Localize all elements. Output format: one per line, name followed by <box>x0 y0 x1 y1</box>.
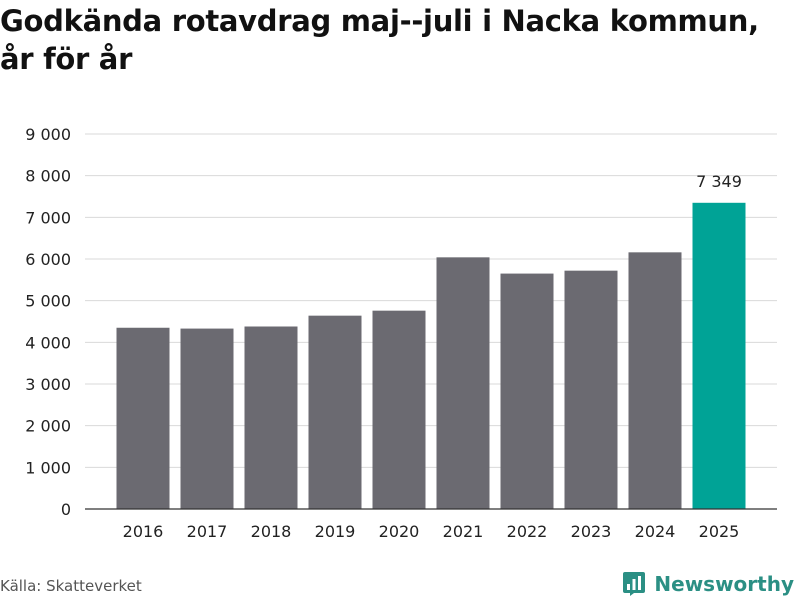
bar-2019 <box>308 315 362 509</box>
y-tick-label: 8 000 <box>25 167 71 186</box>
x-tick-label: 2018 <box>251 522 292 541</box>
y-tick-label: 7 000 <box>25 208 71 227</box>
x-tick-label: 2024 <box>635 522 676 541</box>
bar-2025 <box>692 202 746 509</box>
x-tick-label: 2020 <box>379 522 420 541</box>
y-tick-label: 0 <box>61 500 71 519</box>
x-tick-label: 2023 <box>571 522 612 541</box>
x-tick-label: 2025 <box>699 522 740 541</box>
bar-chart: 0 1 000 2 000 3 000 4 000 5 000 6 000 7 000 8 00… <box>25 125 777 541</box>
bar-2017 <box>180 328 234 509</box>
bar-2020 <box>372 310 426 509</box>
bar-2021 <box>436 257 490 509</box>
x-tick-label: 2021 <box>443 522 484 541</box>
y-tick-label: 5 000 <box>25 292 71 311</box>
bar-2023 <box>564 270 618 509</box>
y-tick-label: 4 000 <box>25 333 71 352</box>
x-tick-label: 2016 <box>123 522 164 541</box>
bar-2022 <box>500 273 554 509</box>
y-tick-label: 3 000 <box>25 375 71 394</box>
x-tick-label: 2022 <box>507 522 548 541</box>
chart-title-line-2: år för år <box>0 42 133 76</box>
bar-2024 <box>628 252 682 510</box>
y-tick-label: 1 000 <box>25 458 71 477</box>
x-tick-label: 2019 <box>315 522 356 541</box>
y-tick-label: 9 000 <box>25 125 71 144</box>
chart-title-line-1: Godkända rotavdrag maj--juli i Nacka kom… <box>0 4 759 38</box>
y-tick-label: 2 000 <box>25 417 71 436</box>
newsworthy-logo-icon <box>623 572 646 596</box>
brand-name: Newsworthy <box>654 572 794 596</box>
bar-2016 <box>116 327 170 509</box>
bar-2018 <box>244 326 298 509</box>
chart-title: Godkända rotavdrag maj--juli i Nacka kom… <box>0 2 800 78</box>
x-tick-label: 2017 <box>187 522 228 541</box>
source-note: Källa: Skatteverket <box>0 577 142 595</box>
newsworthy-logo[interactable]: Newsworthy <box>622 569 794 599</box>
y-tick-label: 6 000 <box>25 250 71 269</box>
data-label: 7 349 <box>696 172 742 191</box>
